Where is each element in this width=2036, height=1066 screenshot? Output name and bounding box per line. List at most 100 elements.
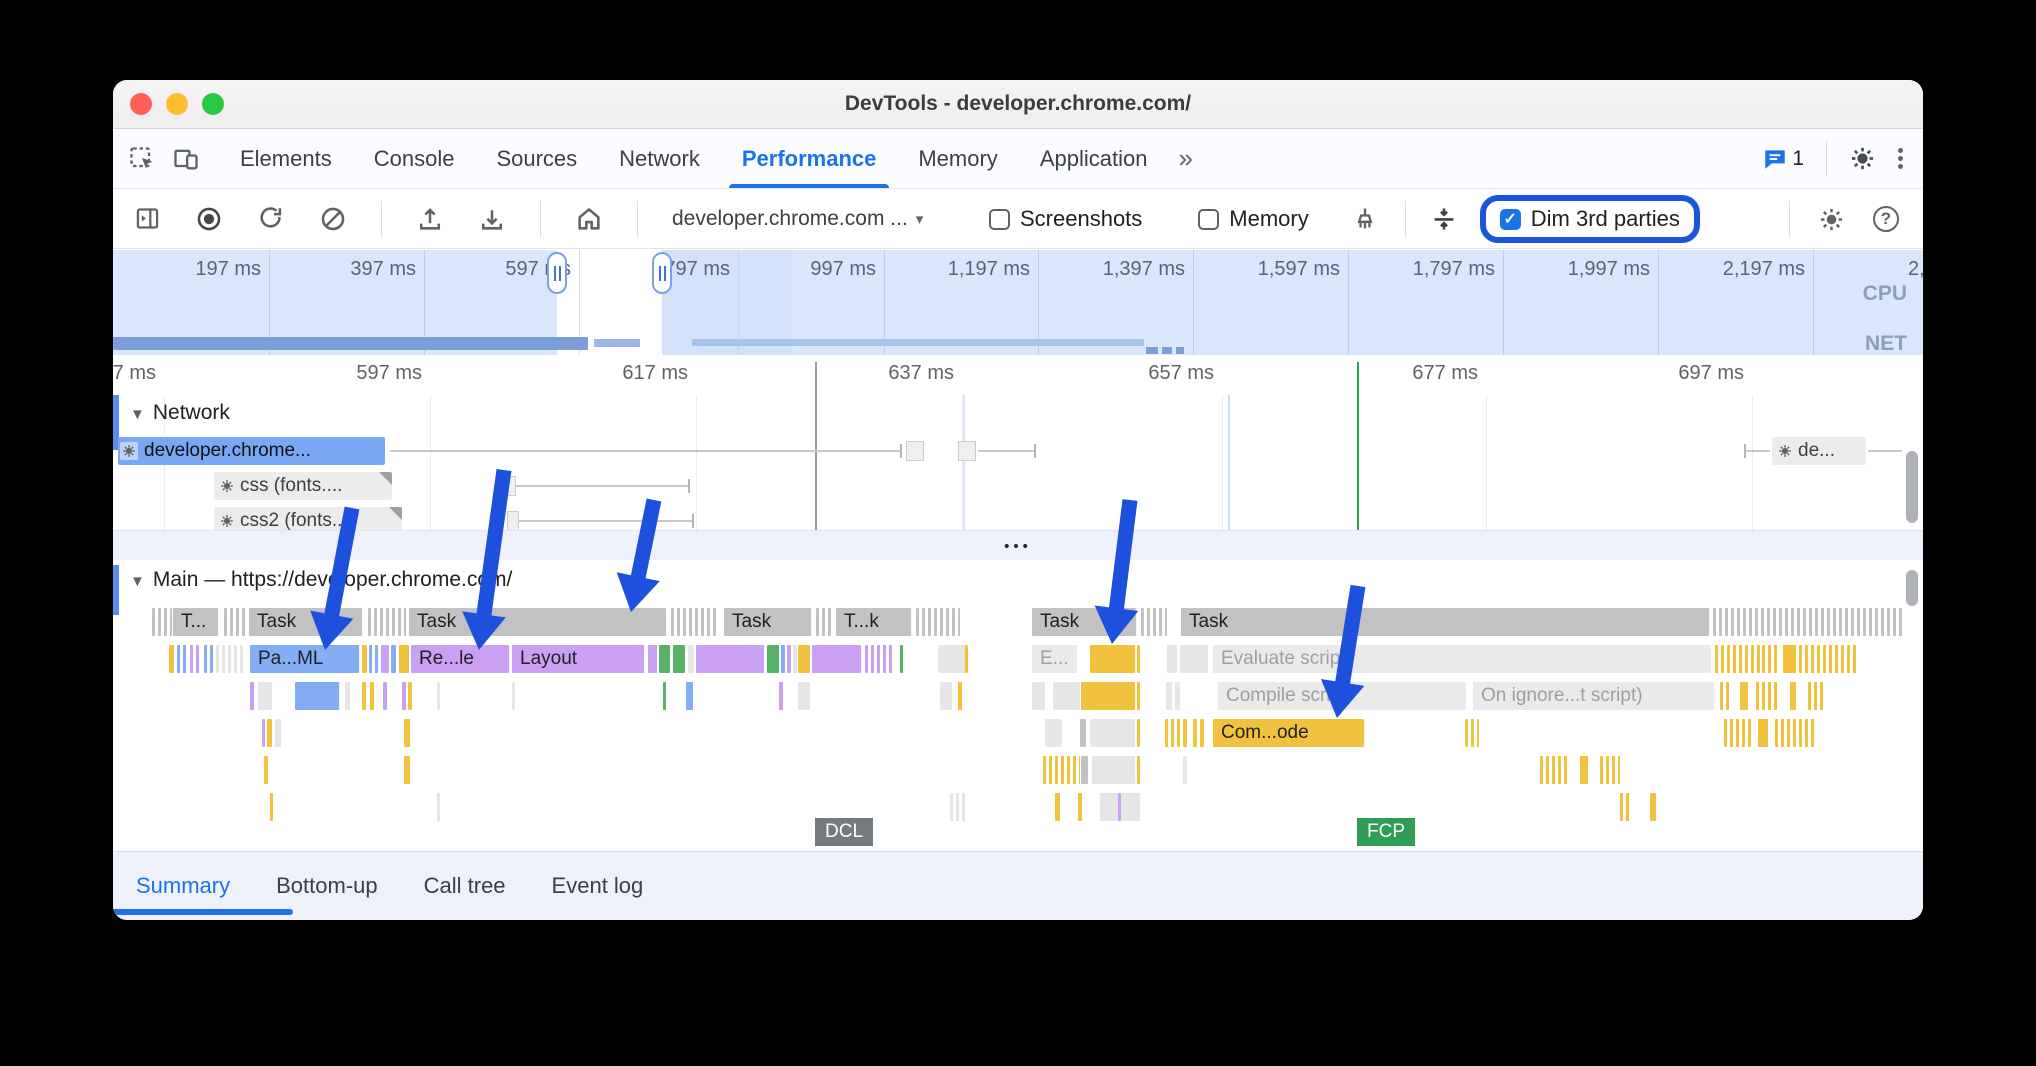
flame-bar[interactable]: T... — [173, 608, 219, 636]
settings-icon[interactable] — [1849, 145, 1876, 172]
flame-fragment[interactable] — [938, 645, 965, 673]
flame-fragment[interactable] — [1762, 645, 1780, 673]
flame-bar[interactable]: Layout — [512, 645, 645, 673]
flame-fragment[interactable] — [399, 645, 409, 673]
main-track-header[interactable]: ▼ Main — https://developer.chrome.com/ — [130, 568, 513, 591]
flame-fragment[interactable] — [275, 719, 281, 747]
flame-fragment[interactable] — [787, 645, 791, 673]
flame-fragment[interactable] — [1720, 682, 1732, 710]
flame-fragment[interactable] — [1715, 645, 1760, 673]
network-scrollbar-thumb[interactable] — [1906, 451, 1918, 523]
flame-fragment[interactable] — [1137, 756, 1140, 784]
capture-settings-icon[interactable] — [1818, 206, 1845, 233]
flame-fragment[interactable] — [1121, 793, 1140, 821]
flame-fragment[interactable] — [264, 756, 268, 784]
flame-fragment[interactable] — [1183, 756, 1187, 784]
garbage-collect-icon[interactable] — [1351, 205, 1379, 233]
flame-fragment[interactable] — [1724, 719, 1754, 747]
flame-bar[interactable]: Compile script — [1218, 682, 1467, 710]
expander-icon[interactable]: ▼ — [130, 406, 145, 423]
main-scrollbar-thumb[interactable] — [1906, 570, 1918, 606]
flame-fragment[interactable] — [798, 645, 810, 673]
flame-fragment[interactable] — [1200, 719, 1204, 747]
flame-fragment[interactable] — [779, 682, 783, 710]
flame-fragment[interactable] — [1175, 682, 1180, 710]
network-request-bar[interactable]: de... — [1772, 437, 1866, 465]
network-track-header[interactable]: ▼ Network — [130, 401, 230, 424]
tab-memory[interactable]: Memory — [918, 145, 998, 171]
flame-fragment[interactable] — [1137, 719, 1140, 747]
flame-fragment[interactable] — [1032, 682, 1045, 710]
flame-fragment[interactable] — [648, 645, 657, 673]
flame-fragment[interactable] — [169, 645, 174, 673]
flame-fragment[interactable] — [1600, 756, 1620, 784]
flame-fragment[interactable] — [696, 645, 765, 673]
flame-fragment[interactable] — [1118, 793, 1121, 821]
flame-fragment[interactable] — [916, 608, 960, 636]
inspect-icon[interactable] — [127, 144, 157, 174]
flame-bar[interactable]: Task — [409, 608, 667, 636]
flame-fragment[interactable] — [1180, 645, 1208, 673]
reload-record-icon[interactable] — [257, 205, 285, 233]
flame-fragment[interactable] — [793, 645, 797, 673]
track-resize-handle[interactable]: ••• — [113, 530, 1923, 562]
download-profile-icon[interactable] — [478, 205, 506, 233]
flame-bar[interactable]: Pa...ML — [250, 645, 360, 673]
flame-fragment[interactable] — [391, 645, 396, 673]
tab-network[interactable]: Network — [619, 145, 700, 171]
flame-fragment[interactable] — [404, 719, 410, 747]
flame-fragment[interactable] — [1540, 756, 1570, 784]
flame-fragment[interactable] — [370, 682, 374, 710]
upload-profile-icon[interactable] — [416, 205, 444, 233]
timeline-overview[interactable]: 197 ms 397 ms 597 ms 797 ms 997 ms 1,197 ms 1,… — [113, 250, 1923, 356]
flame-fragment[interactable] — [1183, 719, 1187, 747]
clear-icon[interactable] — [319, 205, 347, 233]
flame-fragment[interactable] — [437, 793, 440, 821]
flame-bar[interactable]: On ignore...t script) — [1473, 682, 1715, 710]
toggle-sidebar-icon[interactable] — [133, 205, 161, 233]
flame-fragment[interactable] — [216, 645, 246, 673]
flame-fragment[interactable] — [1080, 719, 1086, 747]
flame-fragment[interactable] — [1650, 793, 1656, 821]
flame-fragment[interactable] — [865, 645, 895, 673]
minimize-button[interactable] — [166, 93, 188, 115]
more-tabs-icon[interactable]: » — [1178, 143, 1193, 173]
network-request-bar[interactable]: developer.chrome... — [118, 437, 385, 465]
flame-fragment[interactable] — [267, 719, 272, 747]
flame-fragment[interactable] — [1790, 682, 1796, 710]
selection-handle-left[interactable] — [547, 252, 567, 294]
flame-fragment[interactable] — [940, 682, 952, 710]
flame-fragment[interactable] — [402, 682, 406, 710]
flame-fragment[interactable] — [404, 756, 410, 784]
screenshots-checkbox[interactable] — [989, 208, 1010, 230]
flame-fragment[interactable] — [177, 645, 188, 673]
flame-fragment[interactable] — [369, 645, 378, 673]
flame-fragment[interactable] — [767, 645, 779, 673]
flame-fragment[interactable] — [437, 682, 440, 710]
tab-console[interactable]: Console — [373, 145, 455, 171]
memory-toggle[interactable]: Memory — [1198, 206, 1309, 232]
flame-fragment[interactable] — [688, 645, 694, 673]
bottom-tab-call-tree[interactable]: Call tree — [423, 873, 506, 898]
memory-checkbox[interactable] — [1198, 208, 1220, 230]
flame-fragment[interactable] — [812, 645, 862, 673]
flame-fragment[interactable] — [258, 682, 272, 710]
tab-performance[interactable]: Performance — [721, 129, 898, 188]
tab-elements[interactable]: Elements — [240, 145, 332, 171]
flame-fragment[interactable] — [224, 608, 246, 636]
flame-fragment[interactable] — [362, 682, 366, 710]
tab-application[interactable]: Application — [1039, 145, 1148, 171]
issues-counter[interactable]: 1 — [1762, 146, 1804, 172]
flame-fragment[interactable] — [1580, 756, 1588, 784]
tab-sources[interactable]: Sources — [496, 145, 578, 171]
flame-fragment[interactable] — [1053, 682, 1080, 710]
flame-fragment[interactable] — [1783, 645, 1796, 673]
bottom-tab-event-log[interactable]: Event log — [551, 873, 644, 898]
flame-fragment[interactable] — [1137, 645, 1140, 673]
flame-fragment[interactable] — [1808, 682, 1824, 710]
collapse-tracks-icon[interactable] — [1430, 205, 1458, 233]
screenshots-toggle[interactable]: Screenshots — [989, 206, 1142, 232]
flame-fragment[interactable] — [1193, 719, 1197, 747]
flame-fragment[interactable] — [1620, 793, 1630, 821]
bottom-tab-summary[interactable]: Summary — [136, 873, 231, 898]
